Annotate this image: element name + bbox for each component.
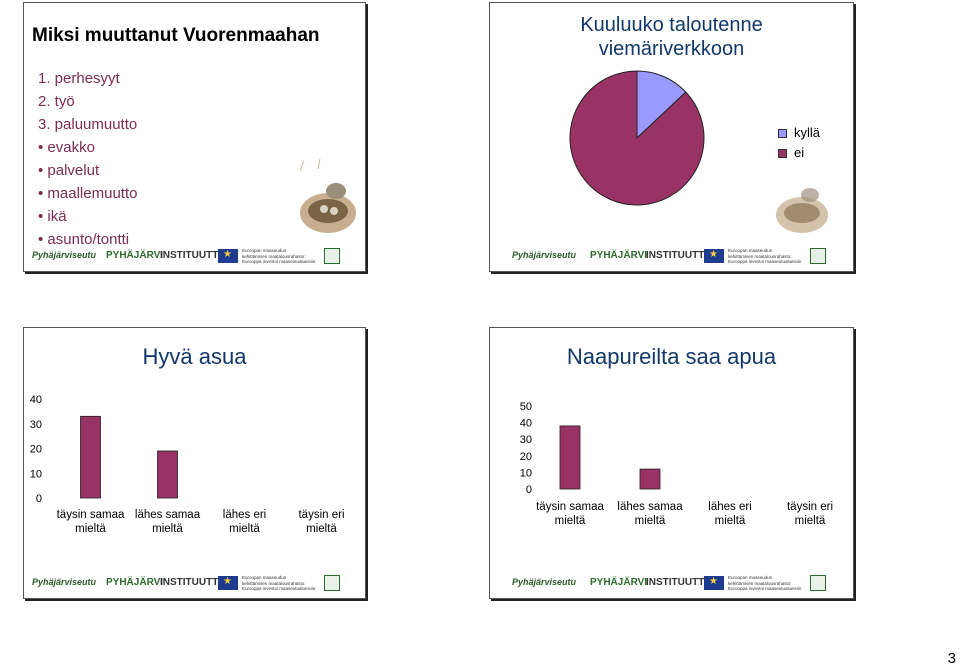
leader-logo-icon	[810, 248, 826, 264]
legend-swatch	[778, 149, 787, 158]
pyhajarvi-logo: PYHÄJÄRVI	[106, 577, 164, 588]
list-item: 3. paluumuutto	[38, 116, 138, 133]
pie-legend: kyllä ei	[778, 123, 820, 163]
eu-funding-text: Euroopan maaseudun kehittämisen maatalous…	[242, 575, 316, 591]
list-item: • evakko	[38, 139, 95, 156]
eu-funding-text: Euroopan maaseudun kehittämisen maatalous…	[728, 248, 802, 264]
y-tick-label: 40	[520, 418, 532, 430]
slide-3-footer: Pyhäjärviseutu PYHÄJÄRVI INSTITUUTTI Eur…	[24, 574, 365, 594]
list-item: • maallemuutto	[38, 185, 138, 202]
eu-flag-icon	[218, 249, 238, 263]
list-item: 2. työ	[38, 93, 75, 110]
slide-1-title: Miksi muuttanut Vuorenmaahan	[32, 25, 320, 46]
list-item: 1. perhesyyt	[38, 70, 120, 87]
pyhajarviseutu-logo: Pyhäjärviseutu	[32, 250, 97, 260]
instituutti-logo: INSTITUUTTI	[646, 577, 708, 588]
slide-1[interactable]: Miksi muuttanut Vuorenmaahan 1. perhesyy…	[23, 2, 366, 272]
y-tick-label: 30	[520, 434, 532, 446]
x-tick-label: lähes eri mieltä	[708, 501, 751, 527]
y-tick-label: 0	[526, 484, 532, 496]
reasons-list: 1. perhesyyt 2. työ 3. paluumuutto • eva…	[38, 67, 137, 251]
slide-3-title: Hyvä asua	[142, 344, 247, 369]
instituutti-logo: INSTITUUTTI	[646, 250, 708, 261]
eu-funding-text: Euroopan maaseudun kehittämisen maatalous…	[242, 248, 316, 264]
list-item: • ikä	[38, 208, 67, 225]
pyhajarviseutu-logo: Pyhäjärviseutu	[32, 577, 97, 587]
x-tick-label: lähes samaa mieltä	[135, 509, 201, 535]
sewer-pie-chart	[569, 70, 705, 206]
y-tick-label: 30	[30, 419, 42, 431]
naapureilta-bar-chart: 0 10 20 30 40 50 täysin samaa mieltä lähes samaa…	[520, 401, 833, 527]
bar-1	[639, 468, 661, 490]
leader-logo-icon	[810, 575, 826, 591]
list-item: • palvelut	[38, 162, 100, 179]
slide-2[interactable]: Kuuluuko taloutenne viemäriverkkoon kyll…	[489, 2, 854, 272]
slide-2-footer: Pyhäjärviseutu PYHÄJÄRVI INSTITUUTTI Eur…	[490, 247, 853, 267]
eu-flag-icon	[218, 576, 238, 590]
pie-slice-0	[636, 70, 687, 140]
bar-1	[157, 450, 178, 499]
y-tick-label: 50	[520, 401, 532, 413]
legend-item-ei: ei	[778, 143, 820, 163]
x-tick-label: täysin eri mieltä	[787, 501, 833, 527]
eu-flag-icon	[704, 576, 724, 590]
y-tick-label: 0	[36, 493, 42, 505]
bar-0	[559, 425, 581, 490]
leader-logo-icon	[324, 575, 340, 591]
legend-item-kylla: kyllä	[778, 123, 820, 143]
x-tick-label: lähes samaa mieltä	[617, 501, 683, 527]
leader-logo-icon	[324, 248, 340, 264]
slide-4-title: Naapureilta saa apua	[566, 344, 777, 369]
y-tick-label: 10	[30, 468, 42, 480]
hyva-asua-bar-chart: 0 10 20 30 40 täysin samaa mieltä lähes samaa mi…	[30, 394, 345, 535]
y-tick-label: 20	[30, 444, 42, 456]
eu-flag-icon	[704, 249, 724, 263]
bird-nest-illustration	[299, 158, 356, 233]
slide-4-footer: Pyhäjärviseutu PYHÄJÄRVI INSTITUUTTI Eur…	[490, 574, 853, 594]
y-tick-label: 10	[520, 467, 532, 479]
y-tick-label: 40	[30, 394, 42, 406]
pyhajarvi-logo: PYHÄJÄRVI	[106, 250, 164, 261]
y-tick-label: 20	[520, 451, 532, 463]
slide-4[interactable]: Naapureilta saa apua 0 10 20 30 40 50 täysin s…	[489, 327, 854, 599]
pyhajarvi-logo: PYHÄJÄRVI	[590, 577, 648, 588]
page-number: 3	[947, 650, 956, 667]
x-tick-label: täysin samaa mieltä	[57, 509, 125, 535]
instituutti-logo: INSTITUUTTI	[160, 577, 222, 588]
pyhajarviseutu-logo: Pyhäjärviseutu	[512, 250, 577, 260]
pyhajarvi-logo: PYHÄJÄRVI	[590, 250, 648, 261]
slide-3[interactable]: Hyvä asua 0 10 20 30 40 täysin samaa mieltä läh…	[23, 327, 366, 599]
slide-1-footer: Pyhäjärviseutu PYHÄJÄRVI INSTITUUTTI Eur…	[24, 247, 365, 267]
bar-0	[80, 415, 101, 499]
x-tick-label: lähes eri mieltä	[223, 509, 266, 535]
legend-swatch	[778, 129, 787, 138]
instituutti-logo: INSTITUUTTI	[160, 250, 222, 261]
list-item: • asunto/tontti	[38, 231, 130, 248]
x-tick-label: täysin eri mieltä	[298, 509, 344, 535]
slide-2-title: Kuuluuko taloutenne viemäriverkkoon	[580, 14, 763, 60]
pie-slice-1	[569, 70, 705, 206]
eu-funding-text: Euroopan maaseudun kehittämisen maatalous…	[728, 575, 802, 591]
x-tick-label: täysin samaa mieltä	[536, 501, 604, 527]
bird-nest-illustration	[776, 188, 828, 233]
pyhajarviseutu-logo: Pyhäjärviseutu	[512, 577, 577, 587]
